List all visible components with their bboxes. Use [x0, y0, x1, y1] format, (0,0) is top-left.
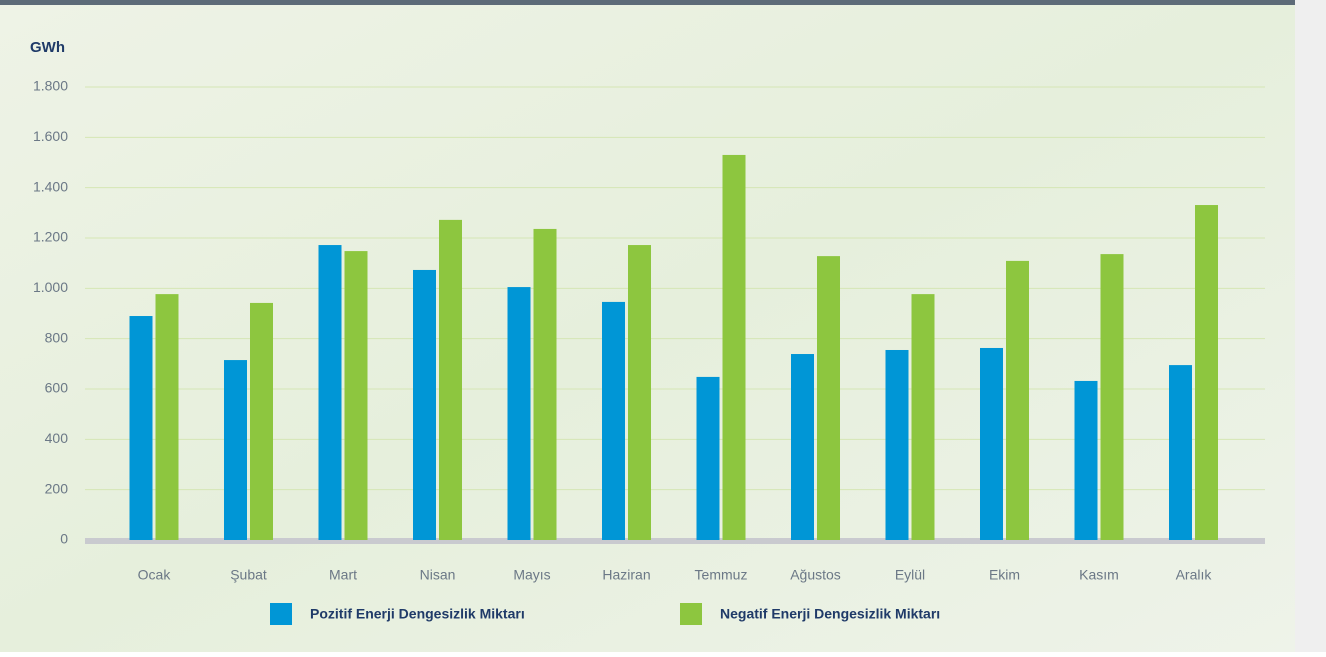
bar — [696, 376, 720, 540]
y-tick-label: 1.200 — [33, 229, 68, 245]
bar — [413, 269, 436, 540]
bar — [1195, 205, 1218, 540]
bar — [1074, 380, 1098, 540]
x-tick-label: Ekim — [989, 567, 1020, 583]
bar — [602, 301, 625, 540]
bar — [507, 287, 531, 540]
bar — [628, 245, 651, 540]
x-tick-label: Temmuz — [695, 567, 748, 583]
bar — [722, 154, 746, 540]
x-tick-label: Mart — [329, 567, 357, 583]
legend-label: Negatif Enerji Dengesizlik Miktarı — [720, 606, 940, 622]
x-tick-label: Şubat — [230, 567, 267, 583]
x-tick-label: Nisan — [420, 567, 456, 583]
bar — [980, 347, 1003, 540]
legend-swatch — [680, 603, 702, 625]
x-tick-label: Kasım — [1079, 567, 1119, 583]
x-tick-label: Eylül — [895, 567, 925, 583]
bar — [533, 228, 557, 540]
bar — [224, 360, 247, 540]
bar — [155, 294, 179, 540]
legend-swatch — [270, 603, 292, 625]
legend-label: Pozitif Enerji Dengesizlik Miktarı — [310, 606, 525, 622]
y-tick-label: 1.400 — [33, 178, 68, 194]
x-tick-label: Ocak — [138, 567, 172, 583]
bar — [129, 316, 153, 540]
baseline — [85, 538, 1265, 544]
y-tick-label: 0 — [60, 531, 68, 547]
bar — [250, 302, 273, 540]
bar — [344, 251, 368, 540]
y-tick-label: 600 — [45, 380, 69, 396]
y-tick-label: 400 — [45, 430, 69, 446]
x-tick-label: Mayıs — [513, 567, 550, 583]
y-tick-label: 1.800 — [33, 78, 68, 94]
x-tick-label: Haziran — [602, 567, 650, 583]
x-tick-label: Ağustos — [790, 567, 841, 583]
y-tick-label: 200 — [45, 480, 69, 496]
bar — [885, 349, 909, 540]
bar — [439, 219, 462, 540]
bar — [817, 256, 840, 540]
bar — [911, 294, 935, 540]
y-tick-label: 1.600 — [33, 128, 68, 144]
bar — [318, 245, 342, 540]
side-strip — [1295, 0, 1326, 652]
bar — [1169, 365, 1192, 540]
y-tick-label: 1.000 — [33, 279, 68, 295]
bar — [791, 354, 814, 540]
x-tick-label: Aralık — [1176, 567, 1213, 583]
y-axis-unit: GWh — [30, 39, 65, 56]
bar — [1006, 260, 1029, 540]
bar — [1100, 254, 1124, 540]
y-tick-label: 800 — [45, 329, 69, 345]
top-border — [0, 0, 1295, 5]
